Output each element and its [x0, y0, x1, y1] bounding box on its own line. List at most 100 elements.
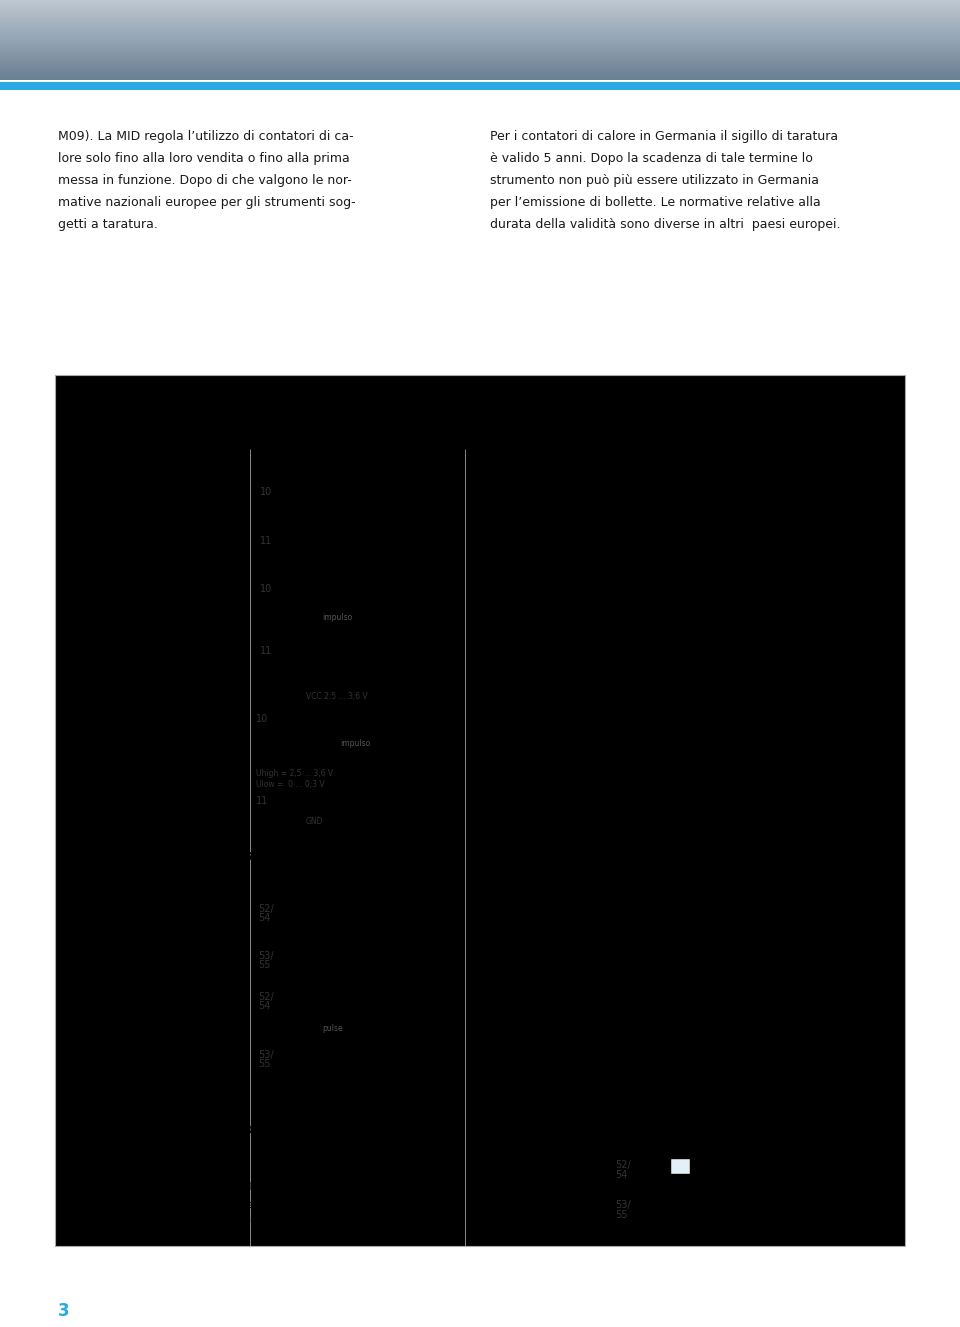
Text: tp: tp — [356, 1137, 365, 1147]
Text: rapporto 1:1 fino 1:9: rapporto 1:1 fino 1:9 — [473, 918, 588, 928]
Text: 55: 55 — [615, 1210, 628, 1220]
Text: fmax=1Hz: fmax=1Hz — [473, 993, 532, 1002]
Text: Dati di collegamento: Dati di collegamento — [473, 453, 596, 462]
Text: Frequenza di uscita: Frequenza di uscita — [63, 1166, 178, 1178]
Text: resistenza ingresso ca 470 kOhm: resistenza ingresso ca 470 kOhm — [473, 950, 659, 959]
Bar — [670, 1158, 690, 1174]
Text: resistenza ingresso ca 470 kOhm: resistenza ingresso ca 470 kOhm — [473, 1040, 659, 1050]
Text: Esecuzione 1Hz:: Esecuzione 1Hz: — [473, 691, 574, 702]
Text: Collegamento ingresso volumetrica: Collegamento ingresso volumetrica — [69, 425, 347, 438]
Bar — [55, 894, 905, 985]
Text: Esecuzione 1Hz:: Esecuzione 1Hz: — [473, 476, 574, 487]
Text: Capacità di ingresso: ca 10 nF, resistenza ingresso ca 850kOhm: Capacità di ingresso: ca 10 nF, resisten… — [473, 494, 807, 503]
Text: (reed): (reed) — [63, 943, 106, 958]
Text: 53/: 53/ — [258, 951, 274, 961]
Text: Passivo con: Passivo con — [63, 479, 143, 494]
Text: è valido 5 anni. Dopo la scadenza di tale termine lo: è valido 5 anni. Dopo la scadenza di tal… — [490, 153, 813, 165]
Text: Ulow =  0 ... 0,3 V: Ulow = 0 ... 0,3 V — [256, 780, 324, 790]
Text: Esecuzione 100 Hz:: Esecuzione 100 Hz: — [473, 510, 593, 519]
Text: 54: 54 — [615, 1170, 628, 1180]
Text: contatto meccanico: contatto meccanico — [63, 499, 201, 514]
Text: Collegamento ingressi aggiuntivi: Collegamento ingressi aggiuntivi — [69, 849, 327, 863]
Text: Ingresso passivo con: Ingresso passivo con — [63, 994, 207, 1009]
Text: impulso: impulso — [322, 613, 352, 622]
Text: Passivo con: Passivo con — [63, 579, 143, 593]
Text: Esecuzione 100 Hz:: Esecuzione 100 Hz: — [473, 609, 593, 618]
Bar — [55, 569, 905, 683]
Text: Collegamento elettrico: Collegamento elettrico — [63, 877, 199, 886]
Text: 11: 11 — [260, 536, 273, 545]
Text: fmax= 1Hz, rapporto 1:1 fino 1:9: fmax= 1Hz, rapporto 1:1 fino 1:9 — [565, 577, 753, 587]
Text: Per i contatori di calore in Germania il sigillo di taratura: Per i contatori di calore in Germania il… — [490, 130, 838, 143]
Bar — [55, 843, 905, 874]
Text: 55: 55 — [258, 1059, 271, 1070]
Text: GND: GND — [306, 817, 324, 825]
Text: 10: 10 — [256, 714, 268, 725]
Text: 52/: 52/ — [258, 993, 274, 1002]
Text: per l’emissione di bollette. Le normative relative alla: per l’emissione di bollette. Le normativ… — [490, 196, 821, 208]
Text: resistenza ingresso ca 850kOhm: resistenza ingresso ca 850kOhm — [473, 722, 643, 733]
Text: M09). La MID regola l’utilizzo di contatori di ca-: M09). La MID regola l’utilizzo di contat… — [58, 130, 353, 143]
Bar — [0, 82, 960, 90]
Text: resistenza ingresso ca 850kOhm: resistenza ingresso ca 850kOhm — [473, 772, 643, 782]
Text: 52/: 52/ — [258, 904, 274, 914]
Text: Schema elettrico: Schema elettrico — [258, 877, 358, 886]
Text: 20 mA: 20 mA — [175, 1143, 213, 1154]
Text: rapporto 1:1 fino 1:9: rapporto 1:1 fino 1:9 — [473, 1009, 588, 1018]
Text: capacità ingresso: ca 15 nf: capacità ingresso: ca 15 nf — [473, 934, 623, 945]
Text: strumento non può più essere utilizzato in Germania: strumento non può più essere utilizzato … — [490, 174, 819, 187]
Text: 11: 11 — [260, 646, 273, 656]
Text: non è possibile una distribuzione con 1 Hz): non è possibile una distribuzione con 1 … — [175, 1182, 415, 1193]
Text: fmax= 30Hz, rapporto 1:1: fmax= 30Hz, rapporto 1:1 — [577, 609, 726, 618]
Text: fmax=1Hz: fmax=1Hz — [473, 902, 532, 912]
Text: getti a taratura.: getti a taratura. — [58, 218, 157, 231]
Text: Uhigh = 2,5 ... 3,6 V: Uhigh = 2,5 ... 3,6 V — [256, 770, 333, 778]
Bar — [55, 985, 905, 1084]
Text: Corrente max: Corrente max — [63, 1143, 144, 1154]
Text: fmax = 100Hz, rapporto 1:1: fmax = 100Hz, rapporto 1:1 — [577, 740, 740, 750]
Text: fmax = 1Hz, rapporto 1:1 fino 1:9: fmax = 1Hz, rapporto 1:1 fino 1:9 — [565, 476, 756, 487]
Text: Capacità di ingresso: ca 2,5 nF, resistenza ingresso ca 850kOhm: Capacità di ingresso: ca 2,5 nF, resiste… — [473, 625, 811, 636]
Text: impulso: impulso — [340, 739, 371, 748]
Text: Uhigh= 2,5...3,6V, Ulow= 0...0,3 V, capacità di ingresso: ca 10 nF,: Uhigh= 2,5...3,6V, Ulow= 0...0,3 V, capa… — [473, 709, 819, 718]
Text: Dati di collegamento: Dati di collegamento — [473, 877, 596, 886]
Text: contatto meccanico: contatto meccanico — [63, 924, 201, 938]
Text: mative nazionali europee per gli strumenti sog-: mative nazionali europee per gli strumen… — [58, 196, 355, 208]
Text: “open drain “FET: “open drain “FET — [63, 1014, 180, 1028]
Text: tp: tp — [339, 1137, 348, 1147]
Text: Collegamento elettrico: Collegamento elettrico — [63, 453, 199, 462]
Bar — [0, 80, 960, 82]
Text: non permessa: non permessa — [577, 510, 669, 519]
Bar — [55, 376, 905, 417]
Text: 53/: 53/ — [615, 1200, 631, 1210]
Text: capacità ingresso: ca 15 nf: capacità ingresso: ca 15 nf — [473, 1024, 623, 1035]
Text: 10: 10 — [260, 487, 273, 498]
Text: messa in funzione. Dopo di che valgono le nor-: messa in funzione. Dopo di che valgono l… — [58, 174, 351, 187]
Text: lore solo fino alla loro vendita o fino alla prima: lore solo fino alla loro vendita o fino … — [58, 153, 349, 165]
Text: Attivo p.es. con porta: Attivo p.es. con porta — [63, 722, 212, 736]
Text: 52/: 52/ — [615, 1160, 631, 1170]
Text: durata della validità sono diverse in altri  paesi europei.: durata della validità sono diverse in al… — [490, 218, 841, 231]
Text: Uhigh= 2,5...3,6V, Ulow= 0...0,3 V, capacità di ingresso: ca 2,5 nF,: Uhigh= 2,5...3,6V, Ulow= 0...0,3 V, capa… — [473, 756, 823, 767]
Bar — [55, 376, 905, 1246]
Text: Capacità di ingresso: ca 10 nF, resistenza ingresso ca 850kOhm: Capacità di ingresso: ca 10 nF, resisten… — [473, 593, 807, 604]
Text: 3: 3 — [58, 1302, 70, 1320]
Text: U = 3 ...30 V: U = 3 ...30 V — [662, 1123, 715, 1131]
Text: 54: 54 — [258, 1001, 271, 1011]
Text: fmax = 1Hz, rapporto 1:1 fino 1:9: fmax = 1Hz, rapporto 1:1 fino 1:9 — [565, 691, 756, 702]
Text: C-MOS: C-MOS — [63, 742, 109, 756]
Text: FET: FET — [63, 618, 88, 633]
Bar — [55, 683, 905, 843]
Text: 53/: 53/ — [258, 1050, 274, 1060]
Text: open drain: open drain — [63, 598, 138, 613]
Bar — [55, 1116, 905, 1246]
Text: 10: 10 — [260, 584, 273, 594]
Bar — [55, 874, 905, 894]
Bar — [55, 417, 905, 449]
Text: Collegamento uscite: Collegamento uscite — [69, 1091, 229, 1105]
Text: Esecuzione 1Hz:: Esecuzione 1Hz: — [473, 577, 574, 587]
Text: Tensione esterna: Tensione esterna — [63, 1124, 163, 1137]
Text: 8 Hz:  50ms < tp < 80 ms: 8 Hz: 50ms < tp < 80 ms — [180, 1216, 324, 1226]
Text: 1Hz (8Hz con commutazione dinamica se: 1Hz (8Hz con commutazione dinamica se — [175, 1166, 406, 1176]
Text: Dati tecnici collegamento ingresso volumetrica: Dati tecnici collegamento ingresso volum… — [69, 385, 473, 399]
